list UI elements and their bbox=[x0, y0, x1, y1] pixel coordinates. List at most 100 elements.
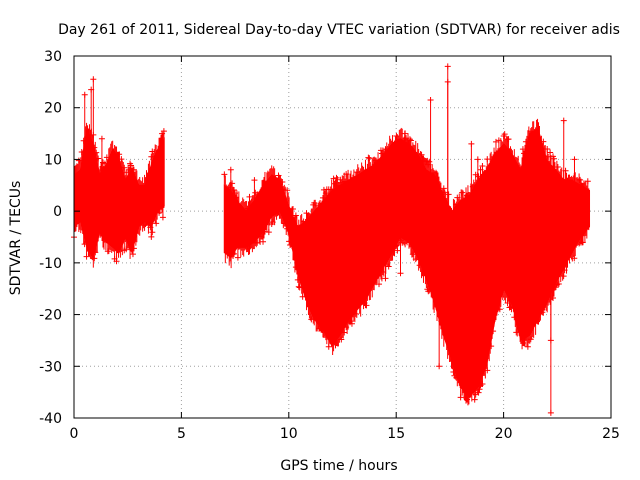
data-point-marker bbox=[484, 367, 491, 374]
outlier-marker bbox=[444, 63, 451, 70]
data-point-marker bbox=[234, 254, 241, 261]
outlier-marker bbox=[571, 156, 578, 163]
data-point-marker bbox=[330, 175, 337, 182]
x-tick-label: 0 bbox=[70, 426, 79, 442]
data-point-marker bbox=[260, 238, 267, 245]
outlier-marker bbox=[227, 166, 234, 173]
data-point-marker bbox=[365, 154, 372, 161]
data-point-marker bbox=[129, 251, 136, 258]
outlier-marker bbox=[468, 140, 475, 147]
data-point-marker bbox=[445, 191, 452, 198]
x-tick-label: 10 bbox=[280, 426, 298, 442]
data-point-marker bbox=[393, 242, 400, 249]
data-point-marker bbox=[113, 258, 120, 265]
data-point-marker bbox=[406, 136, 413, 143]
data-point-marker bbox=[275, 172, 282, 179]
data-point-marker bbox=[476, 386, 483, 393]
outlier-marker bbox=[560, 117, 567, 124]
data-point-marker bbox=[229, 180, 236, 187]
data-point-marker bbox=[407, 137, 414, 144]
data-point-marker bbox=[130, 245, 137, 252]
data-point-marker bbox=[393, 132, 400, 139]
data-point-marker bbox=[261, 228, 268, 235]
data-point-marker bbox=[441, 189, 448, 196]
data-point-marker bbox=[121, 164, 128, 171]
data-point-marker bbox=[479, 381, 486, 388]
outlier-marker bbox=[88, 86, 95, 93]
data-point-marker bbox=[348, 320, 355, 327]
data-point-marker bbox=[363, 302, 370, 309]
outlier-marker bbox=[251, 177, 258, 184]
plot-frame bbox=[73, 55, 612, 419]
data-point-marker bbox=[379, 268, 386, 275]
data-point-marker bbox=[153, 220, 160, 227]
data-point-marker bbox=[91, 255, 98, 262]
outlier-marker bbox=[444, 78, 451, 85]
x-axis-label: GPS time / hours bbox=[280, 458, 397, 474]
data-point-marker bbox=[540, 138, 547, 145]
data-point-marker bbox=[484, 156, 491, 163]
data-point-marker bbox=[488, 343, 495, 350]
outlier-marker bbox=[81, 91, 88, 98]
data-point-marker bbox=[347, 318, 354, 325]
outlier-marker bbox=[401, 130, 408, 137]
data-point-marker bbox=[394, 247, 401, 254]
data-point-marker bbox=[560, 273, 567, 280]
outlier-marker bbox=[90, 76, 97, 83]
data-point-marker bbox=[547, 149, 554, 156]
data-point-marker bbox=[513, 329, 520, 336]
outlier-marker bbox=[116, 151, 123, 158]
y-axis-label: SDTVAR / TECUs bbox=[8, 181, 24, 296]
data-point-marker bbox=[159, 214, 166, 221]
data-point-marker bbox=[265, 229, 272, 236]
data-point-marker bbox=[440, 185, 447, 192]
data-point-marker bbox=[571, 255, 578, 262]
data-point-marker bbox=[475, 389, 482, 396]
y-tick-label: -30 bbox=[39, 359, 62, 375]
outlier-marker bbox=[382, 275, 389, 282]
data-point-marker bbox=[292, 212, 299, 219]
outlier-marker bbox=[159, 130, 166, 137]
outlier-marker bbox=[371, 161, 378, 168]
outlier-marker bbox=[457, 394, 464, 401]
chart-title: Day 261 of 2011, Sidereal Day-to-day VTE… bbox=[58, 22, 620, 38]
data-point-marker bbox=[555, 280, 562, 287]
data-point-marker bbox=[425, 288, 432, 295]
outlier-marker bbox=[466, 378, 473, 385]
outlier-marker bbox=[397, 270, 404, 277]
data-point-marker bbox=[505, 136, 512, 143]
outlier-marker bbox=[547, 409, 554, 416]
data-point-marker bbox=[311, 199, 318, 206]
x-tick-label: 5 bbox=[177, 426, 186, 442]
outlier-marker bbox=[519, 146, 526, 153]
outlier-marker bbox=[539, 306, 546, 313]
x-tick-label: 25 bbox=[602, 426, 620, 442]
data-point-marker bbox=[479, 163, 486, 170]
y-tick-label: -20 bbox=[39, 308, 62, 324]
data-point-marker bbox=[289, 206, 296, 213]
data-point-marker bbox=[577, 176, 584, 183]
data-point-marker bbox=[128, 162, 135, 169]
data-point-marker bbox=[93, 149, 100, 156]
outlier-marker bbox=[530, 197, 537, 204]
data-point-marker bbox=[284, 187, 291, 194]
data-point-marker bbox=[295, 283, 302, 290]
data-series-sdtvar bbox=[71, 63, 591, 416]
data-point-marker bbox=[527, 336, 534, 343]
data-point-marker bbox=[352, 310, 359, 317]
axis-ticks: 0 5 10 15 20 25 -40 -30 -20 -10 0 10 20 30 bbox=[39, 49, 620, 442]
data-point-marker bbox=[501, 131, 508, 138]
data-point-marker bbox=[148, 233, 155, 240]
data-point-marker bbox=[584, 178, 591, 185]
y-tick-label: 30 bbox=[44, 49, 62, 65]
data-point-marker bbox=[418, 151, 425, 158]
data-point-marker bbox=[459, 189, 466, 196]
data-point-marker bbox=[221, 171, 228, 178]
data-point-marker bbox=[496, 306, 503, 313]
data-point-marker bbox=[149, 229, 156, 236]
data-point-marker bbox=[471, 396, 478, 403]
outlier-marker bbox=[98, 135, 105, 142]
data-point-marker bbox=[83, 253, 90, 260]
x-tick-label: 15 bbox=[387, 426, 405, 442]
